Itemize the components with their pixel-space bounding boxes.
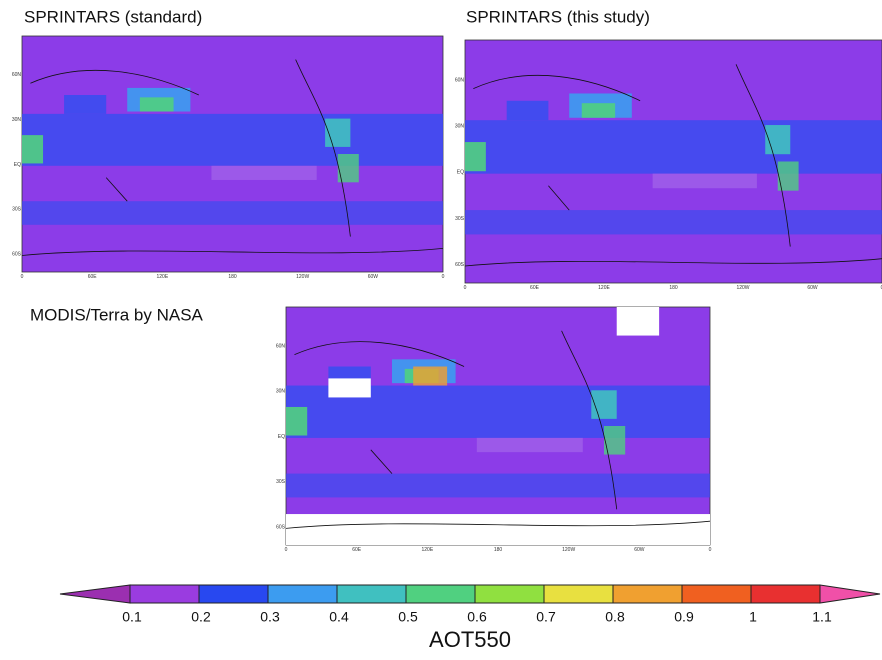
lon-label: 120E xyxy=(421,547,433,553)
aerosol-region xyxy=(465,142,486,172)
lat-label: 60S xyxy=(276,524,286,530)
lon-label: 60E xyxy=(352,547,362,553)
aerosol-region xyxy=(22,113,443,166)
aerosol-region xyxy=(591,390,617,419)
colorbar-arrow-high xyxy=(819,584,881,604)
aerosol-region xyxy=(652,173,757,189)
lon-label: 120W xyxy=(736,285,749,291)
panel-title: MODIS/Terra by NASA xyxy=(30,305,204,324)
colorbar-segment xyxy=(405,584,476,604)
aerosol-region xyxy=(506,100,549,121)
aerosol-region xyxy=(64,95,107,114)
no-data-region xyxy=(616,307,660,336)
lon-label: 0 xyxy=(709,547,712,553)
lat-label: 30N xyxy=(276,389,286,395)
lon-label: 180 xyxy=(228,274,237,280)
lon-label: 120W xyxy=(296,274,309,280)
lon-label: 120E xyxy=(598,285,610,291)
lat-label: EQ xyxy=(457,170,464,176)
colorbar-segment xyxy=(474,584,545,604)
colorbar-segment xyxy=(681,584,752,604)
panel-title: SPRINTARS (this study) xyxy=(466,7,650,26)
colorbar-tick-label: 0.3 xyxy=(260,609,280,625)
aerosol-region xyxy=(777,161,799,191)
aerosol-region xyxy=(581,103,616,118)
map: 60N 30N EQ 30S 60S 0 60E 120E 180 120W 60W 0 xyxy=(276,306,712,553)
coastline xyxy=(464,64,882,267)
colorbar-segment xyxy=(543,584,614,604)
no-data-region xyxy=(328,378,371,398)
colorbar-tick-label: 0.1 xyxy=(122,609,142,625)
aerosol-region xyxy=(337,154,359,183)
colorbar-tick-label: 0.2 xyxy=(191,609,211,625)
coastline xyxy=(21,59,444,256)
aerosol-region xyxy=(413,366,448,386)
lon-label: 120W xyxy=(562,547,575,553)
coastline xyxy=(285,330,711,529)
lat-label: EQ xyxy=(14,162,21,168)
colorbar-arrow-low xyxy=(59,584,131,604)
aerosol-region xyxy=(211,165,317,180)
lon-label: 180 xyxy=(494,547,503,553)
lat-label: 30N xyxy=(455,123,465,129)
lat-label: 60N xyxy=(455,77,465,83)
lon-label: 60W xyxy=(368,274,379,280)
lon-label: 60E xyxy=(88,274,98,280)
map: 60N 30N EQ 30S 60S 0 60E 120E 180 120W 60W 0 xyxy=(455,39,882,291)
aerosol-region xyxy=(22,135,44,164)
colorbar-segment xyxy=(336,584,407,604)
lat-label: 60S xyxy=(12,251,22,257)
colorbar-tick-label: 0.8 xyxy=(605,609,625,625)
lat-label: 30N xyxy=(12,117,22,123)
aerosol-region xyxy=(465,120,882,174)
lat-label: 30S xyxy=(12,207,22,213)
aerosol-region xyxy=(325,118,351,147)
aerosol-region xyxy=(604,426,626,455)
lon-label: 0 xyxy=(881,285,882,291)
colorbar-tick-label: 0.6 xyxy=(467,609,487,625)
lon-label: 60W xyxy=(634,547,645,553)
aerosol-region xyxy=(765,125,791,155)
no-data-region xyxy=(286,514,710,545)
aerosol-region xyxy=(465,210,882,235)
lon-label: 0 xyxy=(21,274,24,280)
map: 60N 30N EQ 30S 60S 0 60E 120E 180 120W 60W 0 xyxy=(12,35,445,280)
lon-label: 0 xyxy=(285,547,288,553)
lat-label: 60N xyxy=(12,72,22,78)
maps: 60N 30N EQ 30S 60S 0 60E 120E 180 120W 60W 0 60N 30N E… xyxy=(12,35,882,553)
colorbar-tick-label: 1 xyxy=(749,609,757,625)
lon-label: 120E xyxy=(156,274,168,280)
lat-label: 60N xyxy=(276,343,286,349)
aerosol-region xyxy=(22,201,443,225)
colorbar-segment xyxy=(129,584,200,604)
lon-label: 60E xyxy=(530,285,540,291)
colorbar xyxy=(59,584,881,604)
colorbar-tick-label: 1.1 xyxy=(812,609,832,625)
colorbar-segment xyxy=(198,584,269,604)
colorbar-tick-label: 0.9 xyxy=(674,609,694,625)
aerosol-region xyxy=(286,406,308,436)
aerosol-region xyxy=(476,437,583,453)
colorbar-segment xyxy=(612,584,683,604)
panel-title: SPRINTARS (standard) xyxy=(24,7,202,26)
colorbar-tick-label: 0.5 xyxy=(398,609,418,625)
lat-label: 60S xyxy=(455,262,465,268)
aerosol-region xyxy=(139,97,174,112)
lat-label: 30S xyxy=(455,216,465,222)
lon-label: 180 xyxy=(669,285,678,291)
colorbar-segment xyxy=(750,584,821,604)
colorbar-label: AOT550 xyxy=(429,627,511,652)
aerosol-region xyxy=(286,473,710,498)
lon-label: 0 xyxy=(464,285,467,291)
colorbar-tick-label: 0.4 xyxy=(329,609,349,625)
colorbar-segment xyxy=(267,584,338,604)
lat-label: EQ xyxy=(278,434,285,440)
lon-label: 0 xyxy=(442,274,445,280)
lat-label: 30S xyxy=(276,479,286,485)
lon-label: 60W xyxy=(807,285,818,291)
colorbar-tick-label: 0.7 xyxy=(536,609,556,625)
